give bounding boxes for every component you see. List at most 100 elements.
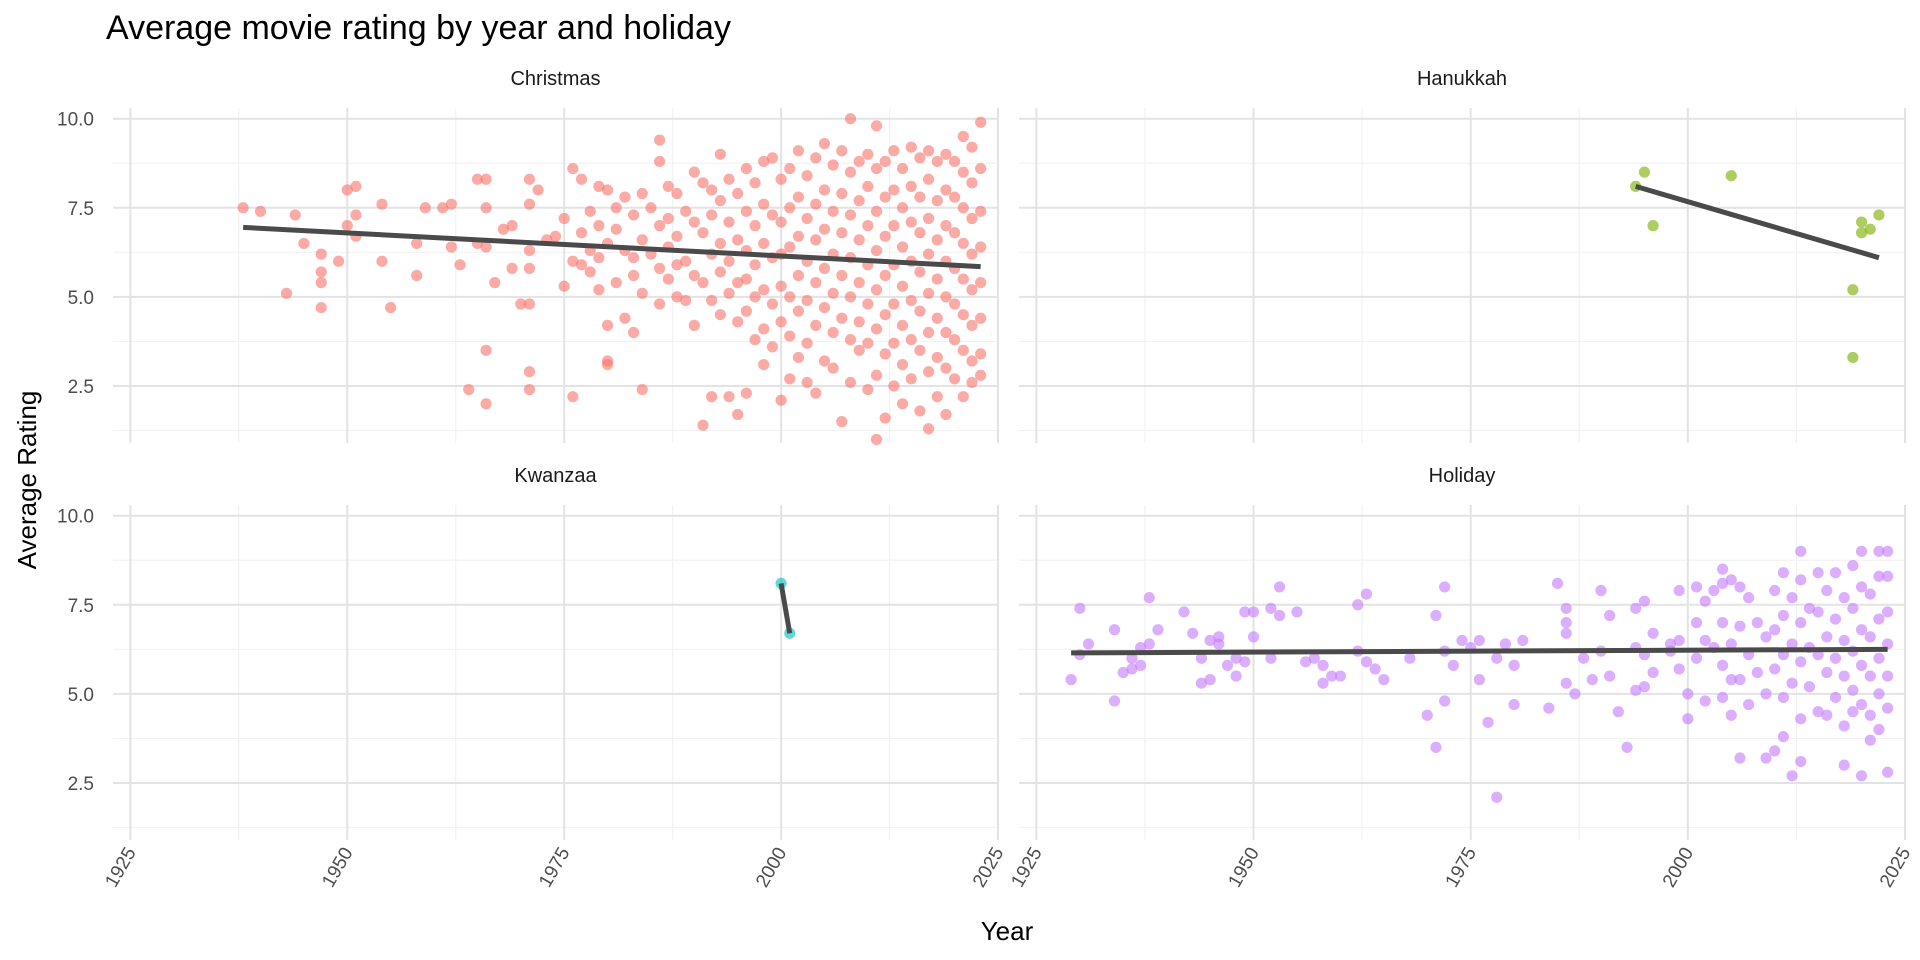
data-point [827, 159, 839, 171]
x-tick-label: 2025 [969, 844, 1008, 891]
data-point [775, 280, 787, 292]
data-point [758, 284, 770, 296]
data-point [497, 223, 510, 235]
data-point [1369, 663, 1381, 675]
data-point [1855, 698, 1868, 711]
data-point [1847, 684, 1859, 696]
data-point [792, 145, 805, 157]
facet-label: Christmas [510, 68, 600, 90]
data-point [1265, 652, 1277, 664]
data-point [1725, 674, 1737, 686]
data-point [610, 277, 622, 289]
data-point [879, 412, 891, 424]
data-point [636, 383, 648, 396]
data-point [879, 191, 891, 203]
x-tick-label: 2000 [752, 844, 791, 891]
data-point [1699, 595, 1711, 607]
data-point [1690, 617, 1703, 629]
data-point [1308, 652, 1320, 664]
x-tick-label: 1975 [535, 844, 574, 891]
data-point [437, 202, 449, 214]
panel-christmas: Christmas [113, 68, 999, 446]
data-point [862, 180, 874, 193]
data-point [636, 187, 648, 200]
data-point [749, 259, 761, 271]
facet-label: Hanukkah [1417, 68, 1507, 90]
data-point [1734, 752, 1746, 764]
data-point [1352, 599, 1364, 611]
data-point [1638, 166, 1651, 178]
data-point [905, 373, 917, 385]
x-tick-label: 1925 [101, 844, 140, 891]
data-point [1829, 567, 1842, 579]
data-point [1812, 606, 1824, 618]
data-point [975, 162, 987, 175]
data-point [1725, 638, 1737, 650]
data-point [627, 326, 640, 339]
x-tick-label: 1950 [1225, 844, 1264, 891]
data-point [1821, 709, 1833, 721]
data-point [411, 237, 423, 250]
data-point [801, 337, 813, 349]
data-point [792, 269, 805, 282]
data-point [1734, 620, 1746, 632]
data-point [1273, 581, 1286, 593]
data-point [949, 334, 961, 346]
data-point [870, 323, 883, 335]
data-point [411, 269, 423, 282]
data-point [1204, 674, 1216, 686]
data-point [1439, 581, 1451, 593]
data-point [818, 223, 831, 235]
data-point [949, 155, 961, 168]
data-point [888, 184, 900, 196]
data-point [523, 298, 536, 310]
data-point [792, 305, 805, 317]
data-point [506, 262, 518, 274]
data-point [1647, 220, 1659, 232]
panel-kwanzaa: Kwanzaa [113, 465, 999, 840]
data-point [593, 220, 605, 232]
data-point [957, 237, 969, 250]
data-point [298, 237, 310, 250]
x-tick-label: 2025 [1876, 844, 1915, 891]
data-point [1569, 688, 1581, 700]
data-point [1673, 663, 1685, 675]
data-point [766, 298, 779, 310]
data-point [1551, 577, 1564, 590]
data-point [766, 152, 779, 164]
data-point [1630, 684, 1642, 696]
data-point [1682, 713, 1694, 725]
data-point [784, 291, 796, 303]
data-point [1847, 602, 1859, 614]
data-point [827, 326, 839, 339]
data-point [1821, 584, 1833, 597]
data-point [593, 180, 605, 193]
data-point [1882, 570, 1894, 582]
data-point [836, 416, 848, 428]
data-point [714, 148, 726, 160]
data-point [1786, 770, 1798, 782]
data-point [480, 398, 492, 410]
trend-line [1071, 646, 1888, 656]
data-point [1126, 652, 1138, 664]
data-point [480, 173, 492, 185]
data-point [1595, 584, 1607, 597]
data-point [1760, 688, 1772, 700]
data-point [1273, 609, 1286, 622]
data-point [1143, 638, 1155, 650]
data-point [1560, 627, 1572, 639]
data-point [706, 294, 718, 307]
data-point [1864, 223, 1876, 235]
data-point [844, 291, 857, 303]
data-point [1247, 606, 1260, 618]
data-point [654, 220, 666, 232]
data-point [1178, 606, 1190, 618]
data-point [975, 369, 987, 381]
data-point [697, 277, 709, 289]
data-point [1291, 606, 1303, 618]
data-point [1491, 652, 1503, 664]
data-point [1152, 624, 1164, 636]
data-point [1716, 617, 1729, 629]
data-point [1508, 659, 1520, 671]
data-point [1187, 627, 1199, 639]
